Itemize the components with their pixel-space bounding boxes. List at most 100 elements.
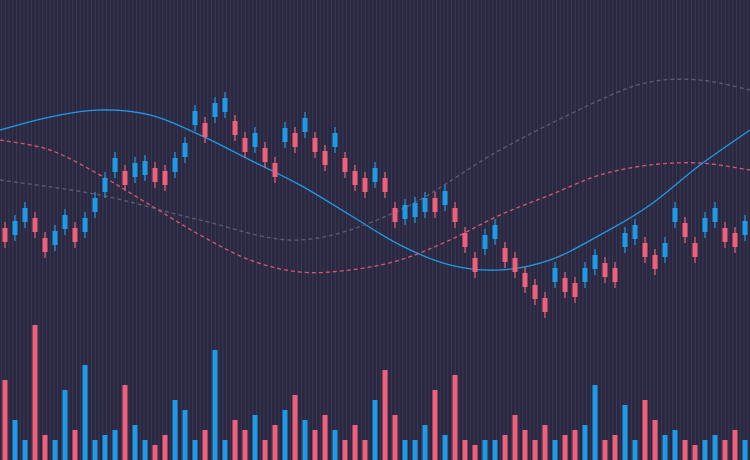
candle-body bbox=[252, 133, 258, 147]
candle-body bbox=[492, 225, 498, 239]
candle-body bbox=[572, 283, 578, 297]
candle-body bbox=[712, 208, 718, 222]
candle-body bbox=[82, 218, 88, 232]
volume-bar bbox=[642, 400, 648, 460]
volume-bar bbox=[552, 440, 558, 460]
volume-bar bbox=[342, 440, 348, 460]
volume-bar bbox=[2, 380, 8, 460]
candle-body bbox=[262, 148, 268, 162]
volume-bar bbox=[662, 435, 668, 460]
volume-bar bbox=[402, 440, 408, 460]
volume-bar bbox=[682, 440, 688, 460]
candle-body bbox=[612, 268, 618, 282]
volume-bar bbox=[572, 430, 578, 460]
candle-body bbox=[402, 205, 408, 219]
volume-bar bbox=[502, 435, 508, 460]
candle-body bbox=[102, 178, 108, 192]
candle-body bbox=[372, 168, 378, 182]
candle-body bbox=[222, 98, 228, 112]
volume-bar bbox=[252, 415, 258, 460]
volume-bar bbox=[182, 410, 188, 460]
volume-bar bbox=[332, 430, 338, 460]
candle-body bbox=[112, 158, 118, 172]
candle-body bbox=[362, 178, 368, 192]
candle-body bbox=[242, 138, 248, 152]
volume-bar bbox=[432, 390, 438, 460]
candle-body bbox=[602, 263, 608, 277]
volume-bar bbox=[322, 415, 328, 460]
volume-bar bbox=[132, 425, 138, 460]
candle-body bbox=[192, 111, 198, 125]
volume-bar bbox=[532, 440, 538, 460]
candle-body bbox=[322, 151, 328, 165]
candle-body bbox=[632, 225, 638, 239]
volume-bar bbox=[52, 440, 58, 460]
candle-body bbox=[672, 208, 678, 222]
volume-bar bbox=[222, 440, 228, 460]
candle-body bbox=[512, 258, 518, 272]
candle-body bbox=[692, 243, 698, 257]
candle-body bbox=[232, 121, 238, 135]
volume-bar bbox=[162, 435, 168, 460]
volume-bar bbox=[302, 420, 308, 460]
candle-body bbox=[12, 221, 18, 235]
candle-body bbox=[622, 233, 628, 247]
candle-body bbox=[392, 208, 398, 222]
candle-body bbox=[172, 158, 178, 172]
candle-body bbox=[482, 235, 488, 249]
candle-body bbox=[702, 218, 708, 232]
volume-bar bbox=[542, 425, 548, 460]
candle-body bbox=[142, 161, 148, 175]
volume-bar bbox=[202, 430, 208, 460]
volume-bar bbox=[582, 425, 588, 460]
candle-body bbox=[382, 178, 388, 192]
candle-body bbox=[462, 233, 468, 247]
volume-bar bbox=[722, 440, 728, 460]
candle-body bbox=[522, 273, 528, 287]
candle-body bbox=[552, 268, 558, 282]
candle-body bbox=[742, 221, 748, 235]
candle-body bbox=[642, 243, 648, 257]
candle-body bbox=[52, 231, 58, 245]
candle-body bbox=[432, 198, 438, 212]
candle-body bbox=[332, 133, 338, 147]
candle-body bbox=[42, 238, 48, 252]
candle-body bbox=[312, 138, 318, 152]
volume-bar bbox=[22, 440, 28, 460]
candle-body bbox=[182, 143, 188, 157]
volume-bar bbox=[82, 365, 88, 460]
volume-bar bbox=[622, 405, 628, 460]
volume-bar bbox=[412, 440, 418, 460]
volume-bar bbox=[272, 425, 278, 460]
volume-bar bbox=[62, 390, 68, 460]
volume-bar bbox=[472, 445, 478, 460]
moving-average-line bbox=[0, 109, 750, 271]
volume-bar bbox=[672, 430, 678, 460]
volume-bar bbox=[372, 400, 378, 460]
volume-bar bbox=[152, 445, 158, 460]
candle-body bbox=[352, 171, 358, 185]
candle-body bbox=[682, 223, 688, 237]
candle-body bbox=[2, 228, 8, 242]
volume-bar bbox=[612, 435, 618, 460]
volume-bar bbox=[282, 410, 288, 460]
candle-body bbox=[92, 198, 98, 212]
volume-bar bbox=[742, 440, 748, 460]
volume-bar bbox=[192, 440, 198, 460]
candle-body bbox=[72, 228, 78, 242]
volume-bar bbox=[92, 440, 98, 460]
volume-bar bbox=[292, 395, 298, 460]
volume-bar bbox=[652, 420, 658, 460]
volume-bar bbox=[122, 385, 128, 460]
candle-body bbox=[662, 243, 668, 257]
volume-bar bbox=[352, 425, 358, 460]
candle-body bbox=[722, 228, 728, 242]
candle-body bbox=[652, 255, 658, 269]
volume-bar bbox=[462, 440, 468, 460]
volume-bar bbox=[592, 385, 598, 460]
volume-bar bbox=[142, 440, 148, 460]
candle-body bbox=[212, 103, 218, 117]
volume-bar bbox=[382, 370, 388, 460]
